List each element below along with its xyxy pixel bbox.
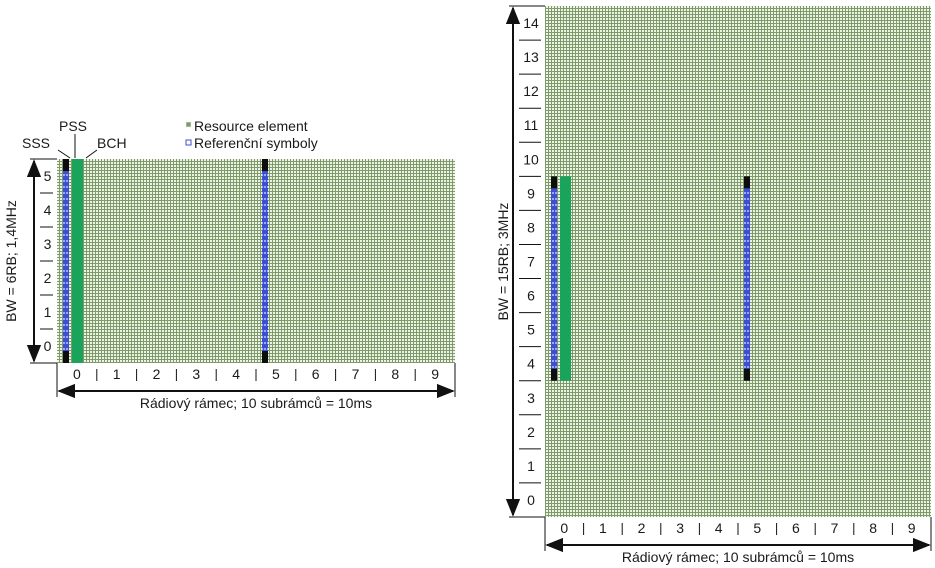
resource-grid (545, 6, 931, 517)
resource-block-tick-label: 7 (527, 254, 535, 270)
subframe-tick-label: 0 (560, 520, 568, 536)
resource-block-tick-label: 3 (527, 390, 535, 406)
resource-block-tick-label: 5 (44, 168, 52, 184)
reference-symbols-column (551, 188, 557, 369)
bch-label: BCH (97, 135, 127, 151)
sss-label: SSS (22, 135, 50, 151)
resource-block-tick-label: 2 (44, 270, 52, 286)
resource-block-tick-label: 0 (44, 338, 52, 354)
subframe-tick-label: 5 (272, 366, 280, 382)
resource-grid (57, 159, 455, 363)
bch-block (72, 159, 83, 363)
sss-pointer (57, 149, 71, 159)
subframe-tick-label: 5 (753, 520, 761, 536)
reference-symbol-square-icon (185, 139, 192, 146)
pss-label: PSS (59, 118, 87, 134)
x-axis-label: Rádiový rámec; 10 subrámců = 10ms (140, 395, 372, 411)
resource-block-tick-label: 4 (44, 202, 52, 218)
resource-block-tick-label: 14 (523, 15, 539, 31)
legend-item-reference-symbols: Referenční symboly (185, 135, 318, 151)
subframe-tick-label: 3 (676, 520, 684, 536)
resource-block-tick-label: 3 (44, 236, 52, 252)
resource-block-tick-label: 12 (523, 83, 539, 99)
subframe-tick-label: 9 (431, 366, 439, 382)
resource-block-tick-label: 13 (523, 49, 539, 65)
bch-pointer (85, 149, 98, 159)
subframe-tick-label: 3 (192, 366, 200, 382)
resource-block-tick-label: 4 (527, 356, 535, 372)
subframe-tick-label: 6 (312, 366, 320, 382)
legend-label-resource-element: Resource element (194, 118, 308, 134)
diagram-bw-1-4mhz: 0 1 2 3 4 5 6 7 8 9 Rádiový rámec; 10 subrámců = 1… (3, 158, 456, 411)
reference-symbols-column (262, 171, 268, 351)
resource-block-tick-label: 6 (527, 288, 535, 304)
resource-element-square-icon (185, 121, 192, 128)
resource-block-tick-label: 2 (527, 424, 535, 440)
resource-block-tick-label: 1 (527, 458, 535, 474)
subframe-tick-label: 4 (232, 366, 240, 382)
bch-block (560, 176, 571, 381)
reference-symbols-column (63, 171, 69, 351)
resource-block-tick-label: 1 (44, 304, 52, 320)
subframe-tick-label: 6 (792, 520, 800, 536)
subframe-tick-label: 1 (113, 366, 121, 382)
subframe-tick-label: 7 (352, 366, 360, 382)
resource-block-tick-label: 9 (527, 185, 535, 201)
subframe-tick-label: 2 (153, 366, 161, 382)
subframe-tick-label: 9 (908, 520, 916, 536)
y-axis-label: BW = 6RB; 1,4MHz (3, 200, 19, 322)
subframe-tick-label: 0 (73, 366, 81, 382)
y-axis-label: BW = 15RB; 3MHz (495, 203, 511, 321)
legend-item-resource-element: Resource element (185, 118, 308, 134)
legend: Resource element Referenční symboly (185, 118, 318, 151)
resource-block-tick-label: 0 (527, 492, 535, 508)
resource-block-tick-label: 8 (527, 219, 535, 235)
subframe-tick-label: 4 (715, 520, 723, 536)
resource-block-tick-label: 10 (523, 151, 539, 167)
subframe-tick-label: 7 (831, 520, 839, 536)
resource-block-tick-label: 5 (527, 322, 535, 338)
subframe-tick-label: 8 (869, 520, 877, 536)
resource-block-tick-label: 11 (524, 117, 539, 133)
x-axis-label: Rádiový rámec; 10 subrámců = 10ms (622, 549, 854, 565)
subframe-tick-label: 8 (391, 366, 399, 382)
signal-labels: SSS PSS BCH (22, 118, 127, 159)
subframe-tick-label: 2 (638, 520, 646, 536)
subframe-tick-label: 1 (599, 520, 607, 536)
reference-symbols-column (744, 188, 750, 369)
legend-label-reference-symbols: Referenční symboly (194, 135, 318, 151)
